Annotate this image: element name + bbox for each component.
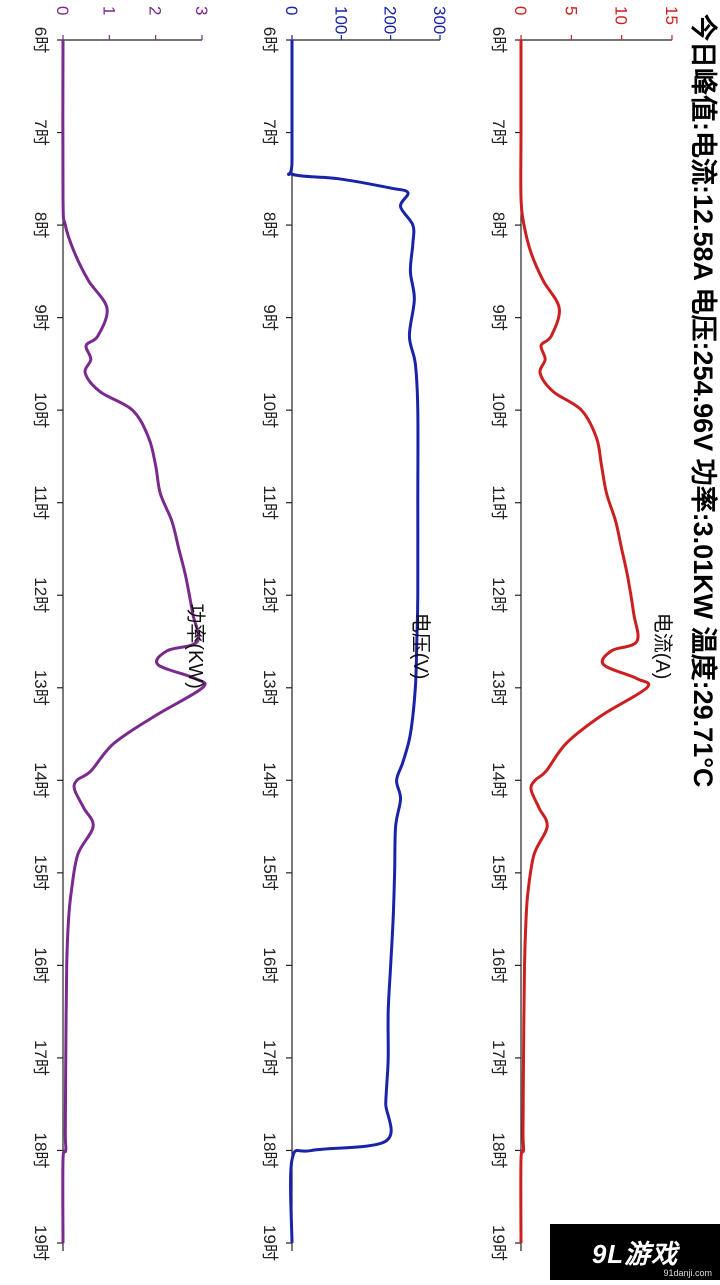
watermark-logo: 9L游戏: [591, 1238, 679, 1269]
chart-2: 6时 7时 8时 9时 10时 11时 12时 13时 14时 15时 16时 17时 18时 19时 0 1…: [260, 6, 449, 1261]
series-title: 功率(KW): [184, 603, 207, 689]
value-tick-label: 200: [381, 6, 400, 34]
time-tick-label: 19时: [31, 1225, 50, 1261]
time-tick-label: 16时: [31, 947, 50, 983]
time-tick-label: 18时: [489, 1133, 508, 1169]
value-tick-label: 0: [53, 6, 72, 15]
watermark-badge: 9L游戏 91danji.com: [550, 1224, 720, 1280]
peak-summary: 今日峰值:电流:12.58A 电压:254.96V 功率:3.01KW 温度:2…: [688, 14, 719, 788]
time-tick-label: 9时: [489, 304, 508, 330]
value-tick-label: 3: [192, 6, 211, 15]
value-tick-label: 15: [662, 6, 681, 25]
value-tick-label: 0: [511, 6, 530, 15]
time-tick-label: 13时: [31, 670, 50, 706]
time-tick-label: 7时: [489, 119, 508, 145]
time-tick-label: 18时: [31, 1133, 50, 1169]
time-tick-label: 7时: [31, 119, 50, 145]
time-tick-label: 6时: [489, 27, 508, 53]
time-tick-label: 19时: [260, 1225, 279, 1261]
time-tick-label: 15时: [260, 855, 279, 891]
series-line: [61, 39, 207, 1244]
time-tick-label: 7时: [260, 119, 279, 145]
value-tick-label: 5: [561, 6, 580, 15]
time-tick-label: 9时: [31, 304, 50, 330]
value-tick-label: 0: [282, 6, 301, 15]
time-tick-label: 10时: [31, 392, 50, 428]
time-tick-label: 8时: [31, 212, 50, 238]
time-tick-label: 13时: [260, 670, 279, 706]
time-tick-label: 11时: [489, 485, 508, 520]
value-tick-label: 10: [612, 6, 631, 25]
time-tick-label: 17时: [489, 1040, 508, 1076]
time-tick-label: 11时: [260, 485, 279, 520]
series-title: 电压(V): [409, 613, 432, 680]
time-tick-label: 12时: [31, 577, 50, 613]
time-tick-label: 17时: [31, 1040, 50, 1076]
time-tick-label: 8时: [260, 212, 279, 238]
value-tick-label: 300: [430, 6, 449, 34]
time-tick-label: 16时: [260, 947, 279, 983]
series-title: 电流(A): [651, 613, 674, 680]
value-tick-label: 2: [146, 6, 165, 15]
time-tick-label: 10时: [489, 392, 508, 428]
time-tick-label: 13时: [489, 670, 508, 706]
time-tick-label: 15时: [489, 855, 508, 891]
time-tick-label: 12时: [260, 577, 279, 613]
chart-3: 6时 7时 8时 9时 10时 11时 12时 13时 14时 15时 16时 17时 18时 19时 0 1…: [31, 6, 211, 1261]
time-tick-label: 11时: [31, 485, 50, 520]
time-tick-label: 12时: [489, 577, 508, 613]
series-line: [519, 39, 651, 1244]
time-tick-label: 18时: [260, 1133, 279, 1169]
time-tick-label: 8时: [489, 212, 508, 238]
time-tick-label: 14时: [31, 762, 50, 798]
watermark-site: 91danji.com: [663, 1268, 712, 1278]
time-tick-label: 6时: [31, 27, 50, 53]
time-tick-label: 14时: [489, 762, 508, 798]
value-tick-label: 1: [99, 6, 118, 15]
time-tick-label: 16时: [489, 947, 508, 983]
chart-1: 6时 7时 8时 9时 10时 11时 12时 13时 14时 15时 16时 17时 18时 19时 0 5…: [489, 6, 681, 1261]
time-tick-label: 6时: [260, 27, 279, 53]
time-tick-label: 10时: [260, 392, 279, 428]
time-tick-label: 19时: [489, 1225, 508, 1261]
time-tick-label: 15时: [31, 855, 50, 891]
time-tick-label: 17时: [260, 1040, 279, 1076]
time-tick-label: 14时: [260, 762, 279, 798]
series-line: [287, 40, 420, 1244]
value-tick-label: 100: [331, 6, 350, 34]
time-tick-label: 9时: [260, 304, 279, 330]
